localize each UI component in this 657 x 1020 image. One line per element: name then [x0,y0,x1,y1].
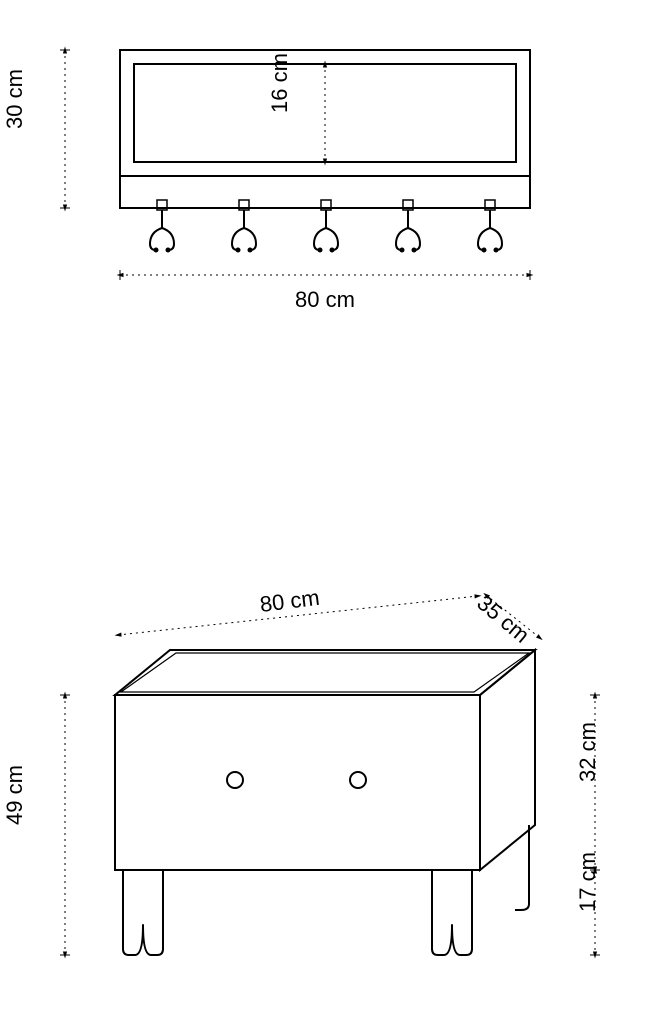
diagram-stage: 30 cm 16 cm 80 cm 80 cm 35 cm 49 cm 32 c… [0,0,657,1020]
technical-drawing [0,0,657,1020]
